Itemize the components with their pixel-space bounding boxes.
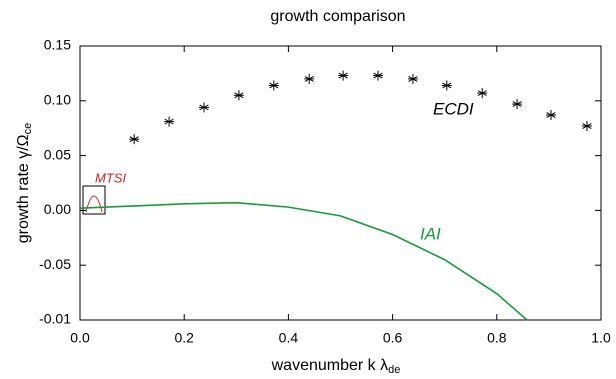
x-axis-label-sub: de	[388, 364, 400, 376]
marker	[477, 88, 488, 99]
line	[79, 201, 528, 321]
marker-stroke	[304, 75, 314, 82]
marker	[512, 99, 523, 110]
y-axis-label: growth rate γ/Ωce	[15, 123, 34, 244]
marker	[407, 73, 418, 84]
x-tick-label: 1.0	[591, 330, 611, 346]
plot-frame	[79, 45, 602, 321]
marker	[338, 70, 349, 81]
marker-stroke	[408, 75, 418, 82]
marker	[545, 110, 556, 121]
marker	[129, 134, 140, 145]
marker	[373, 70, 384, 81]
marker-stroke	[512, 101, 522, 108]
marker-stroke	[164, 118, 174, 125]
chart-title: growth comparison	[270, 8, 405, 25]
annotation: MTSI	[95, 170, 126, 185]
x-tick-label: 0.0	[70, 330, 90, 346]
y-tick-label: 0.05	[44, 146, 71, 162]
series-label: ECDI	[433, 99, 474, 118]
marker	[304, 73, 315, 84]
marker-stroke	[582, 123, 592, 129]
marker-stroke	[442, 82, 452, 89]
marker	[164, 116, 175, 127]
x-tick-label: 0.6	[383, 330, 403, 346]
marker-stroke	[373, 72, 383, 79]
marker	[441, 80, 452, 91]
marker	[198, 102, 209, 113]
marker-stroke	[338, 72, 348, 79]
x-tick-label: 0.4	[279, 330, 299, 346]
y-axis-label-sub: ce	[22, 123, 34, 135]
inset-box	[82, 185, 106, 215]
marker	[233, 90, 244, 101]
y-tick-label: -0.01	[39, 311, 71, 327]
inset-curve	[85, 195, 103, 213]
x-tick-label: 0.2	[174, 330, 194, 346]
marker-stroke	[477, 90, 487, 97]
x-axis-label-main: wavenumber k λ	[271, 357, 389, 374]
y-axis-label-main: growth rate γ/Ω	[15, 134, 32, 243]
marker-stroke	[129, 136, 139, 143]
marker-stroke	[546, 112, 556, 118]
marker	[581, 121, 592, 132]
marker-stroke	[234, 92, 244, 99]
y-tick-label: 0.10	[44, 92, 71, 108]
y-tick-label: 0.15	[44, 37, 71, 53]
marker-stroke	[199, 104, 209, 111]
x-axis-label: wavenumber k λde	[271, 357, 401, 376]
y-tick-label: 0.00	[44, 201, 71, 217]
x-tick-label: 0.8	[487, 330, 507, 346]
y-tick-label: -0.05	[39, 256, 71, 272]
series-label: IAI	[420, 224, 441, 243]
marker-stroke	[269, 82, 279, 89]
marker	[268, 80, 279, 91]
